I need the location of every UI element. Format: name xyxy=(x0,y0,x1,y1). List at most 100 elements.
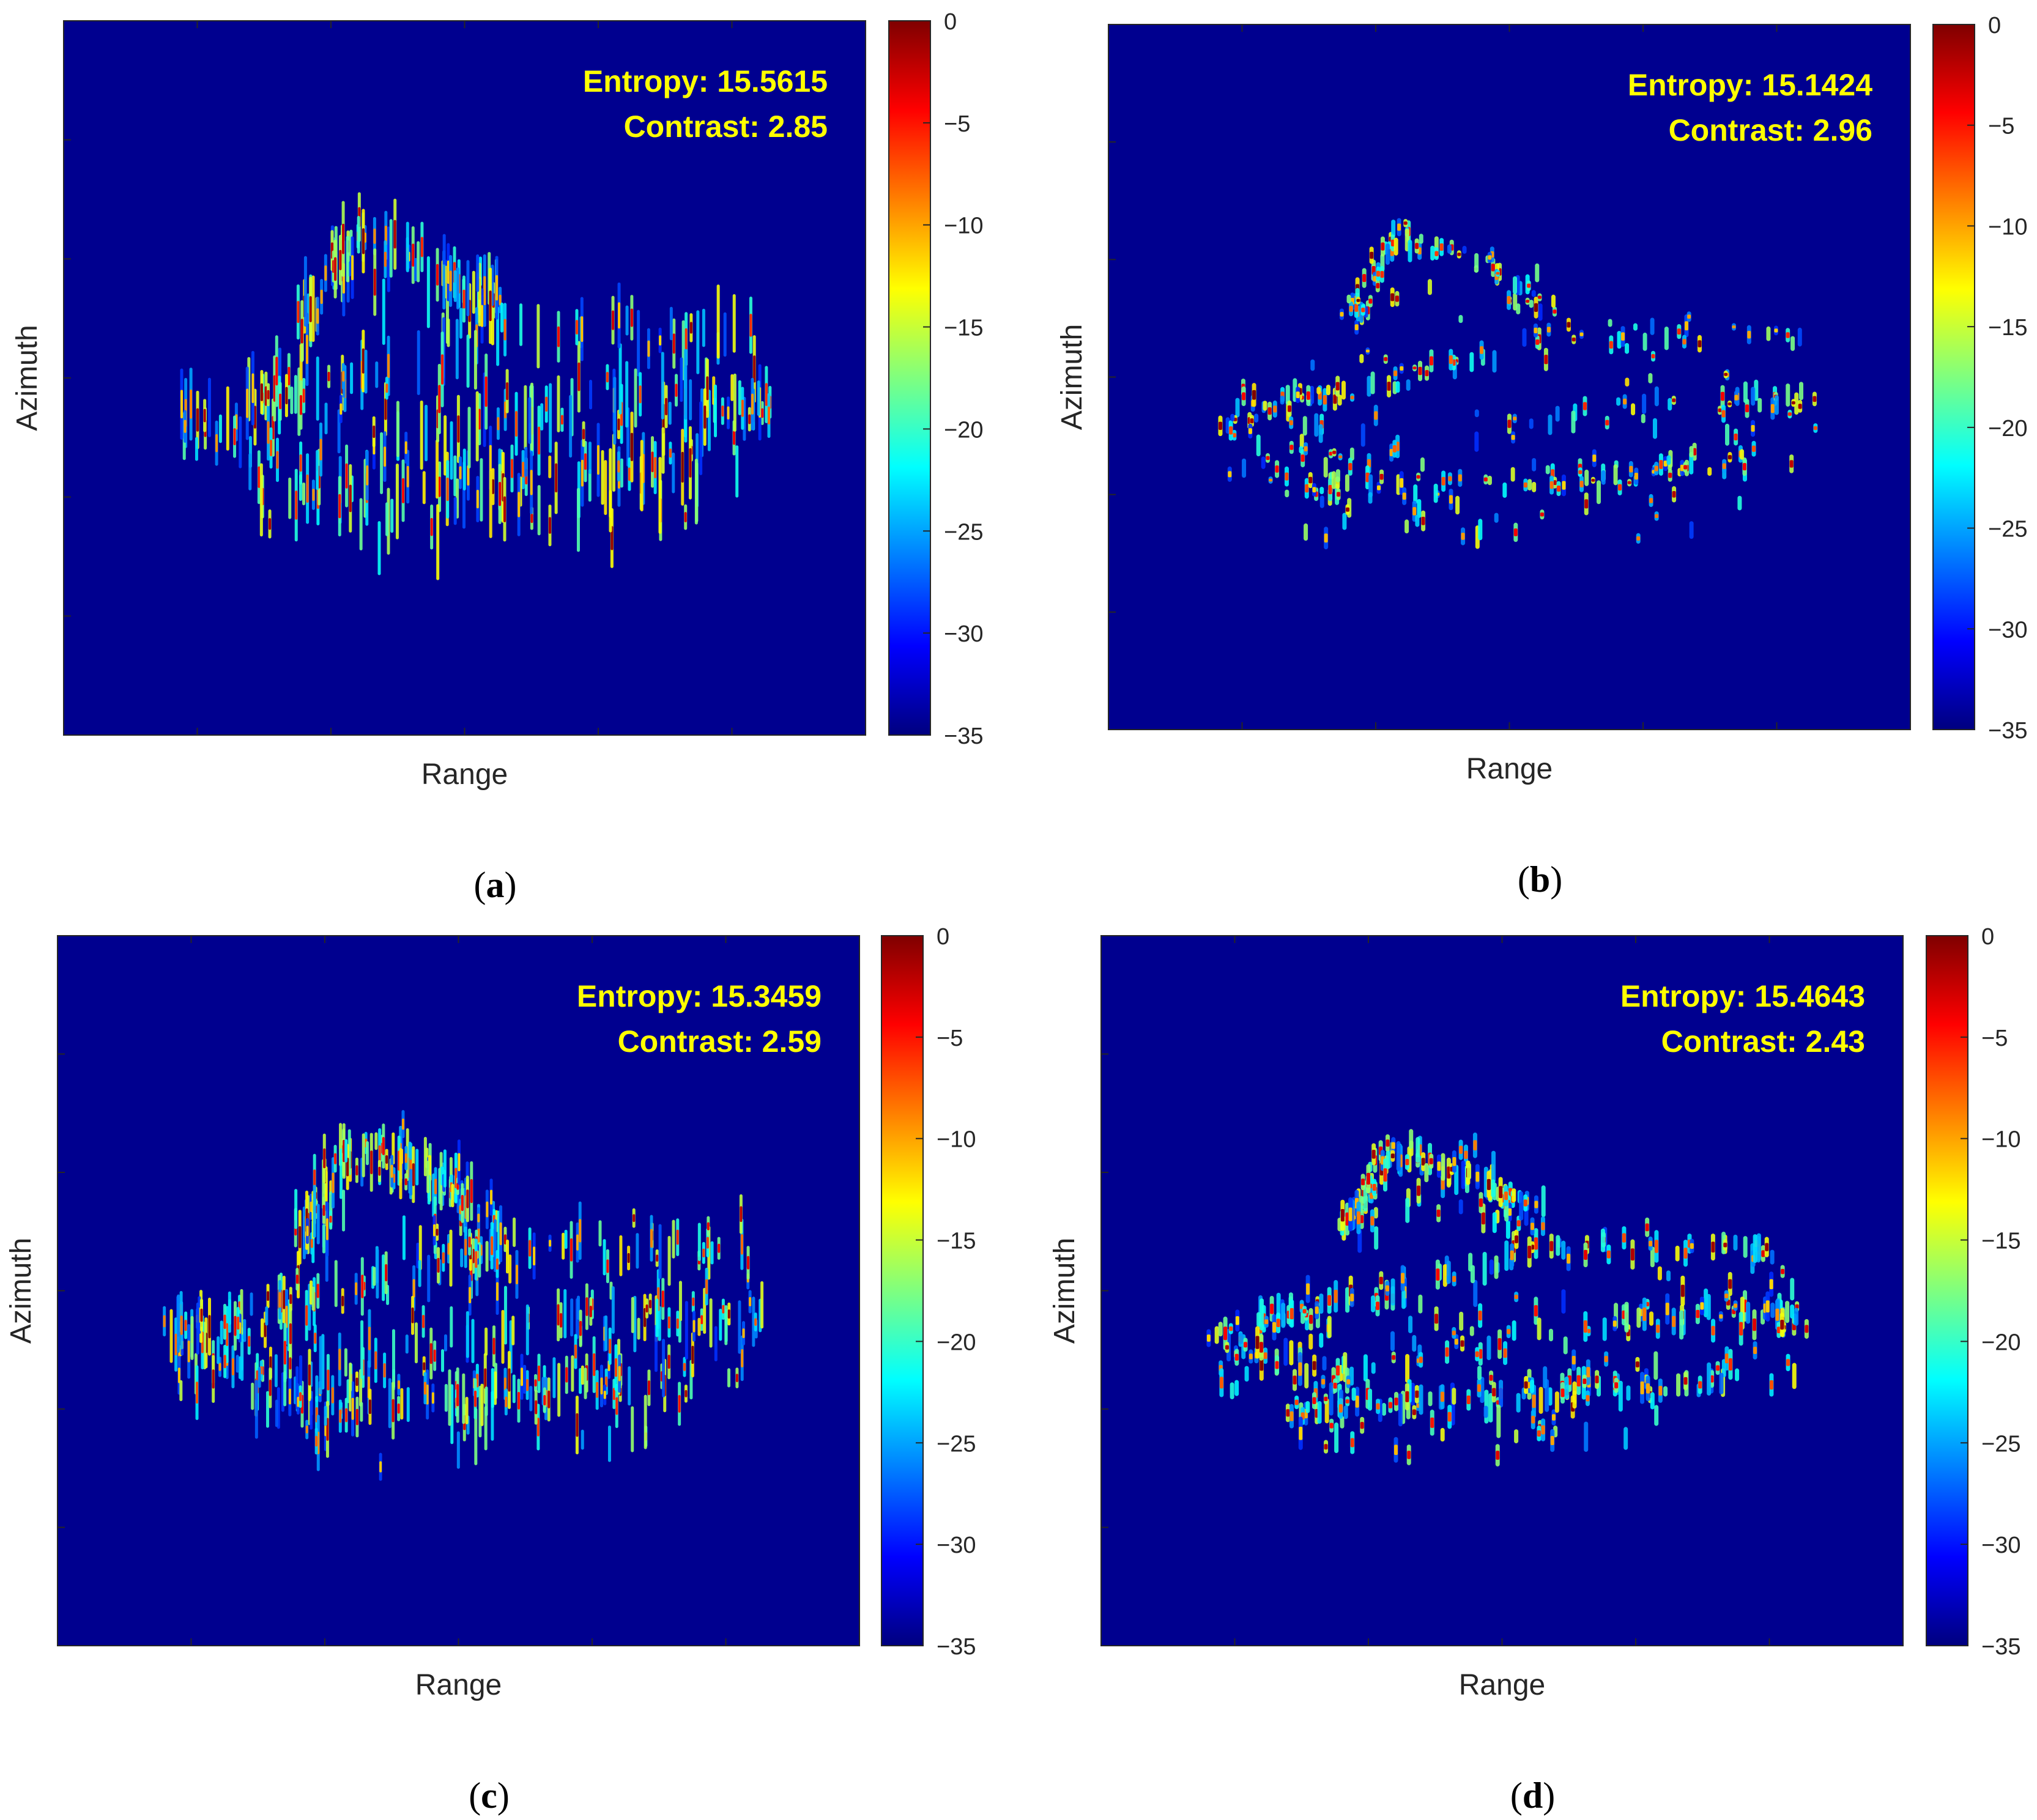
scatter-streak xyxy=(453,497,457,525)
scatter-core xyxy=(503,319,506,341)
scatter-core xyxy=(470,1179,473,1204)
scatter-streak xyxy=(584,1367,587,1399)
scatter-streak xyxy=(1398,1393,1403,1427)
scatter-streak xyxy=(752,1297,755,1347)
scatter-streak xyxy=(658,457,662,534)
scatter-core xyxy=(1481,1212,1485,1225)
scatter-core xyxy=(456,1384,459,1407)
colorbar-tick-label: −35 xyxy=(1981,1634,2020,1660)
scatter-core xyxy=(515,1264,518,1284)
scatter-streak xyxy=(1473,1279,1478,1308)
scatter-core xyxy=(1527,1246,1532,1259)
scatter-streak xyxy=(1625,377,1630,387)
scatter-streak xyxy=(1657,1266,1662,1281)
scatter-streak xyxy=(324,1405,327,1426)
scatter-streak xyxy=(466,260,470,317)
scatter-core xyxy=(735,1374,738,1382)
scatter-core xyxy=(1734,394,1738,401)
scatter-core xyxy=(401,1118,404,1130)
scatter-core xyxy=(1728,1358,1732,1371)
scatter-streak xyxy=(1733,1234,1738,1251)
scatter-streak xyxy=(1563,1336,1568,1355)
scatter-core xyxy=(346,1158,349,1177)
scatter-core xyxy=(1415,1390,1419,1398)
scatter-core xyxy=(1334,1289,1338,1303)
scatter-core xyxy=(226,1323,229,1347)
scatter-core xyxy=(605,1376,608,1388)
scatter-core xyxy=(438,385,441,413)
scatter-core xyxy=(505,1396,508,1408)
scatter-core xyxy=(1412,366,1417,369)
scatter-core xyxy=(489,445,492,471)
scatter-core xyxy=(685,328,688,350)
scatter-streak xyxy=(589,379,593,410)
scatter-streak xyxy=(529,1386,533,1411)
scatter-core xyxy=(481,305,484,327)
scatter-core xyxy=(484,1368,487,1389)
scatter-streak xyxy=(360,1320,364,1379)
scatter-streak xyxy=(714,384,718,438)
scatter-core xyxy=(1218,421,1222,431)
scatter-streak xyxy=(1561,1240,1566,1260)
scatter-core xyxy=(1591,479,1595,482)
scatter-streak xyxy=(552,1357,556,1399)
scatter-streak xyxy=(374,1132,378,1150)
scatter-streak xyxy=(1510,467,1515,482)
scatter-core xyxy=(1225,1345,1229,1350)
scatter-core xyxy=(190,389,193,419)
scatter-streak xyxy=(1648,373,1653,383)
scatter-core xyxy=(431,1392,434,1404)
scatter-core xyxy=(316,1284,319,1298)
scatter-streak xyxy=(1319,487,1324,494)
scatter-streak xyxy=(1770,1249,1775,1265)
scatter-core xyxy=(1412,507,1417,516)
scatter-core xyxy=(1541,1425,1545,1435)
scatter-core xyxy=(1499,1186,1503,1199)
scatter-core xyxy=(270,440,273,456)
scatter-core xyxy=(355,1377,358,1386)
scatter-core xyxy=(596,1382,599,1398)
scatter-core xyxy=(606,372,609,383)
scatter-core xyxy=(1723,1243,1727,1248)
scatter-core xyxy=(1711,1326,1715,1336)
scatter-streak xyxy=(613,377,617,445)
scatter-streak xyxy=(1317,1400,1322,1424)
scatter-core xyxy=(215,434,218,453)
scatter-core xyxy=(741,399,744,417)
scatter-core xyxy=(672,333,675,354)
colorbar-tick-label: −10 xyxy=(1988,214,2027,240)
colorbar-tick-label: −30 xyxy=(937,1533,976,1558)
scatter-core xyxy=(1269,478,1273,482)
scatter-streak xyxy=(406,1387,410,1422)
scatter-streak xyxy=(1770,1302,1775,1319)
scatter-core xyxy=(1492,1388,1496,1397)
scatter-core xyxy=(433,1349,436,1362)
scatter-core xyxy=(1752,445,1756,452)
scatter-core xyxy=(305,1305,308,1326)
scatter-streak xyxy=(1409,1129,1414,1149)
scatter-streak xyxy=(1319,495,1324,508)
scatter-streak xyxy=(1766,326,1771,341)
scatter-core xyxy=(334,257,337,281)
scatter-core xyxy=(1672,1315,1676,1327)
scatter-core xyxy=(499,294,502,306)
scatter-core xyxy=(1452,1276,1456,1282)
scatter-core xyxy=(1795,1304,1799,1309)
scatter-core xyxy=(1381,242,1385,251)
scatter-streak xyxy=(1689,446,1694,457)
scatter-streak xyxy=(548,455,552,479)
contrast-annotation: Contrast: 2.59 xyxy=(618,1024,822,1059)
scatter-core xyxy=(1397,223,1401,231)
scatter-core xyxy=(267,1291,270,1301)
scatter-core xyxy=(349,484,352,512)
scatter-core xyxy=(761,408,764,418)
scatter-core xyxy=(1496,272,1500,275)
scatter-streak xyxy=(405,1334,409,1354)
scatter-core xyxy=(654,457,657,479)
scatter-core xyxy=(1244,1342,1248,1348)
panel-caption: (c) xyxy=(469,1775,510,1816)
scatter-streak xyxy=(1535,263,1540,283)
scatter-core xyxy=(1728,1279,1732,1289)
scatter-core xyxy=(1385,1285,1389,1292)
scatter-core xyxy=(374,1351,377,1370)
